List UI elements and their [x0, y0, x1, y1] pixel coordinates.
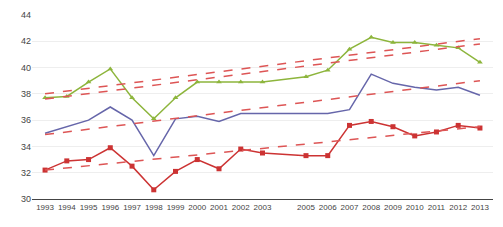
svg-text:2003: 2003 [254, 203, 272, 212]
svg-text:2010: 2010 [406, 203, 424, 212]
svg-text:2013: 2013 [471, 203, 489, 212]
svg-text:2000: 2000 [188, 203, 206, 212]
svg-text:1999: 1999 [167, 203, 185, 212]
svg-text:2001: 2001 [210, 203, 228, 212]
svg-text:2002: 2002 [232, 203, 250, 212]
svg-text:1998: 1998 [145, 203, 163, 212]
svg-text:2009: 2009 [384, 203, 402, 212]
svg-text:36: 36 [21, 115, 31, 125]
svg-text:1996: 1996 [101, 203, 119, 212]
svg-text:30: 30 [21, 194, 31, 204]
svg-text:32: 32 [21, 168, 31, 178]
svg-text:2005: 2005 [297, 203, 315, 212]
svg-text:40: 40 [21, 63, 31, 73]
svg-text:2006: 2006 [319, 203, 337, 212]
svg-text:1997: 1997 [123, 203, 141, 212]
svg-text:38: 38 [21, 89, 31, 99]
svg-text:2007: 2007 [341, 203, 359, 212]
svg-text:1995: 1995 [80, 203, 98, 212]
svg-text:2011: 2011 [428, 203, 446, 212]
svg-text:2008: 2008 [362, 203, 380, 212]
svg-text:34: 34 [21, 142, 31, 152]
svg-text:2012: 2012 [449, 203, 467, 212]
svg-text:44: 44 [21, 10, 31, 20]
svg-text:1994: 1994 [58, 203, 76, 212]
svg-text:1993: 1993 [36, 203, 54, 212]
svg-text:42: 42 [21, 36, 31, 46]
